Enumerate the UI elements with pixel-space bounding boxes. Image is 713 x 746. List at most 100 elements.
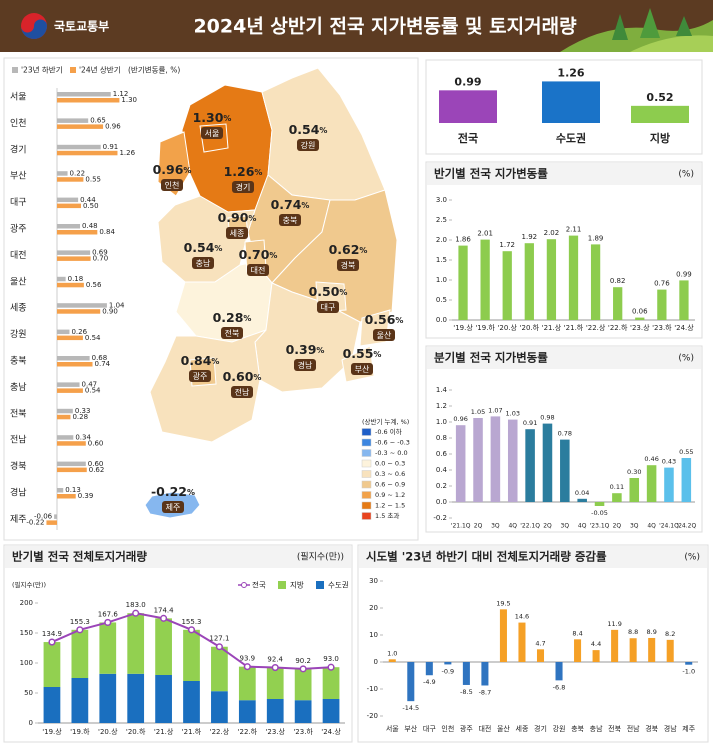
x-tick-label: '23.하 [293, 727, 313, 736]
map-value-part: % [253, 373, 261, 382]
bar-segment [183, 629, 200, 681]
value-label: 0.54 [85, 387, 101, 395]
map-badge [294, 359, 316, 371]
map-region-name: 대전 [251, 265, 266, 275]
map-region-name: 제주 [166, 503, 181, 512]
bar-segment [294, 700, 312, 723]
bar [57, 494, 76, 499]
category-label: 충북 [10, 356, 27, 367]
y-tick-label: 0.0 [436, 316, 447, 324]
x-tick-label: '21.1Q [451, 523, 471, 530]
map-value: 0.50% [309, 284, 348, 299]
map-legend-title: (상반기 누계, %) [362, 417, 409, 426]
y-tick-label: 20 [369, 604, 378, 612]
map-region-name: 전남 [235, 387, 250, 397]
category-label: 서울 [10, 92, 27, 103]
x-tick-label: '20.상 [497, 323, 517, 332]
value-label: 0.52 [646, 91, 673, 104]
value-label: 0.55 [85, 175, 101, 183]
value-label: 1.30 [121, 96, 137, 104]
y-axis-label: (필지수(만)) [12, 580, 46, 589]
page-title: 2024년 상반기 전국 지가변동률 및 토지거래량 [193, 16, 577, 38]
bar [57, 171, 68, 176]
bar [57, 488, 64, 493]
x-tick-label: '24.상 [674, 323, 694, 332]
bar-segment [211, 646, 228, 692]
value-label: 2.02 [544, 229, 560, 237]
map-legend-label: 0.0 ~ 0.3 [375, 460, 405, 468]
map-legend-swatch [361, 449, 372, 457]
x-tick-label: 서울 [386, 724, 399, 733]
map-value-part: 1.30 [193, 110, 224, 125]
x-tick-label: '20.상 [98, 727, 118, 736]
map-value-part: 0.74 [271, 197, 302, 212]
y-tick-label: 1.5 [436, 256, 447, 264]
bar [458, 245, 468, 320]
bar [57, 335, 83, 341]
bar [542, 81, 600, 123]
panel-title: 반기별 전국 지가변동률 [434, 167, 548, 181]
bar [57, 250, 91, 255]
x-tick-label: 2Q [474, 523, 483, 530]
category-label: 수도권 [556, 132, 586, 145]
map-badge [221, 327, 243, 339]
y-tick-label: 10 [369, 631, 378, 639]
value-label: 0.56 [86, 281, 102, 289]
bar [57, 382, 80, 387]
value-label: 0.90 [102, 307, 118, 315]
legend-label: '24년 상반기 [79, 65, 121, 75]
x-tick-label: 울산 [497, 724, 510, 733]
y-tick-label: 1.0 [436, 276, 447, 284]
bar [542, 423, 553, 502]
y-tick-label: 1.2 [436, 402, 447, 410]
x-tick-label: '24.1Q [659, 523, 679, 530]
value-label: 0.84 [99, 228, 115, 236]
map-badge [231, 386, 253, 398]
x-tick-label: 부산 [404, 724, 417, 733]
map-legend-label: 0.6 ~ 0.9 [375, 481, 405, 489]
map-badge [232, 181, 254, 193]
bar [54, 514, 57, 519]
tree [612, 14, 628, 40]
map-region-name: 경북 [341, 260, 356, 270]
map-legend-swatch [361, 480, 372, 489]
map-value: 0.70% [239, 247, 278, 262]
map-region-name: 서울 [205, 129, 220, 138]
bar [666, 639, 674, 662]
map-value-part: % [339, 288, 347, 297]
line-point [132, 609, 140, 617]
x-tick-label: 충남 [590, 724, 603, 733]
x-tick-label: 인천 [441, 724, 454, 733]
x-tick-label: '22.상 [210, 727, 230, 736]
panel-unit: (%) [684, 553, 700, 563]
map-value-part: % [319, 126, 327, 135]
value-label: 1.86 [455, 236, 471, 244]
bar [685, 662, 693, 665]
x-tick-label: '19.하 [475, 323, 495, 332]
y-tick-label: 2.0 [436, 236, 447, 244]
bar [612, 493, 622, 502]
bar [518, 622, 526, 662]
map-value-part: % [187, 488, 195, 497]
bar [657, 289, 667, 320]
x-tick-label: 경남 [664, 724, 677, 733]
panel [3, 544, 353, 743]
bar [57, 435, 74, 440]
map-value-part: -0.22 [151, 484, 187, 499]
map-legend-label: -0.6 이하 [375, 427, 402, 436]
bar [631, 105, 689, 123]
header-hill [630, 35, 713, 52]
map-value: 1.30% [193, 110, 232, 125]
category-label: 전남 [10, 435, 27, 446]
bar [536, 649, 545, 662]
map-region-name: 충남 [196, 259, 211, 268]
bar [46, 520, 57, 525]
y-tick-label: 2.5 [436, 216, 447, 224]
value-label: 0.06 [632, 308, 648, 316]
bar [57, 356, 90, 361]
bar [462, 662, 470, 685]
map-region-name: 경기 [236, 182, 251, 192]
x-tick-label: 강원 [553, 724, 566, 733]
logo-mark [21, 19, 47, 39]
value-label: 8.4 [572, 629, 582, 637]
